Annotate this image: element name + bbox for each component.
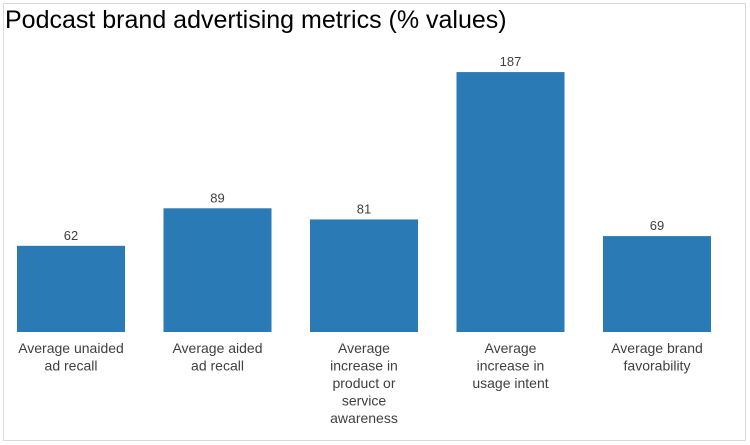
category-label-5: Average brand favorability: [611, 340, 703, 374]
category-label-3: Average increase in product or service aware…: [330, 340, 398, 426]
value-label-2: 89: [210, 190, 224, 205]
category-label-line: service: [342, 393, 387, 409]
bar-2: [163, 208, 272, 332]
category-label-line: Average unaided: [18, 340, 124, 356]
category-label-line: Average: [338, 340, 390, 356]
category-label-2: Average aided ad recall: [172, 340, 262, 374]
value-label-1: 62: [64, 228, 78, 243]
bar-3: [310, 219, 418, 332]
category-label-line: ad recall: [191, 358, 244, 374]
bar-5: [603, 236, 711, 332]
category-label-line: favorability: [624, 358, 691, 374]
category-label-line: usage intent: [472, 375, 548, 391]
category-label-line: increase in: [330, 358, 398, 374]
value-label-5: 69: [650, 218, 664, 233]
category-label-4: Average increase in usage intent: [472, 340, 548, 391]
chart-title: Podcast brand advertising metrics (% val…: [5, 6, 507, 34]
category-label-line: Average: [485, 340, 537, 356]
category-label-line: product or: [332, 375, 395, 391]
category-label-line: Average aided: [172, 340, 262, 356]
category-label-1: Average unaided ad recall: [18, 340, 124, 374]
bar-4: [456, 72, 565, 332]
category-label-line: Average brand: [611, 340, 703, 356]
category-label-line: increase in: [477, 358, 545, 374]
value-label-3: 81: [357, 201, 371, 216]
category-label-line: awareness: [330, 410, 398, 426]
bar-1: [17, 245, 125, 332]
category-label-line: ad recall: [45, 358, 98, 374]
value-label-4: 187: [500, 54, 522, 69]
